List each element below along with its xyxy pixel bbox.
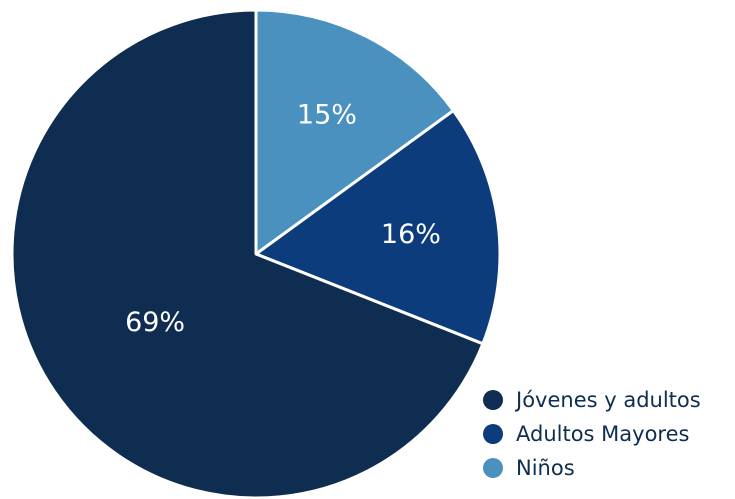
legend-label-ninos: Niños	[516, 456, 575, 480]
pie-slice-jovenes-y-adultos	[10, 8, 485, 499]
legend-swatch-adultos-mayores	[483, 424, 503, 444]
legend-swatch-jovenes-y-adultos	[483, 390, 503, 410]
pie-slice-adultos-mayores	[254, 109, 502, 346]
pie-slice-label-jovenes-y-adultos: 69%	[125, 307, 185, 338]
pie-slice-label-adultos-mayores: 16%	[381, 219, 441, 250]
pie-slice-labels: 15% 16% 69%	[125, 99, 441, 338]
legend-label-adultos-mayores: Adultos Mayores	[516, 422, 690, 446]
legend-label-jovenes-y-adultos: Jóvenes y adultos	[516, 388, 701, 412]
pie-slice-label-ninos: 15%	[297, 99, 357, 130]
legend-item-jovenes-y-adultos: Jóvenes y adultos	[483, 383, 733, 417]
pie-slice-ninos	[254, 8, 455, 256]
legend-swatch-ninos	[483, 458, 503, 478]
legend-item-adultos-mayores: Adultos Mayores	[483, 417, 733, 451]
legend: Jóvenes y adultos Adultos Mayores Niños	[483, 383, 733, 485]
pie-slices	[10, 8, 502, 499]
legend-item-ninos: Niños	[483, 451, 733, 485]
